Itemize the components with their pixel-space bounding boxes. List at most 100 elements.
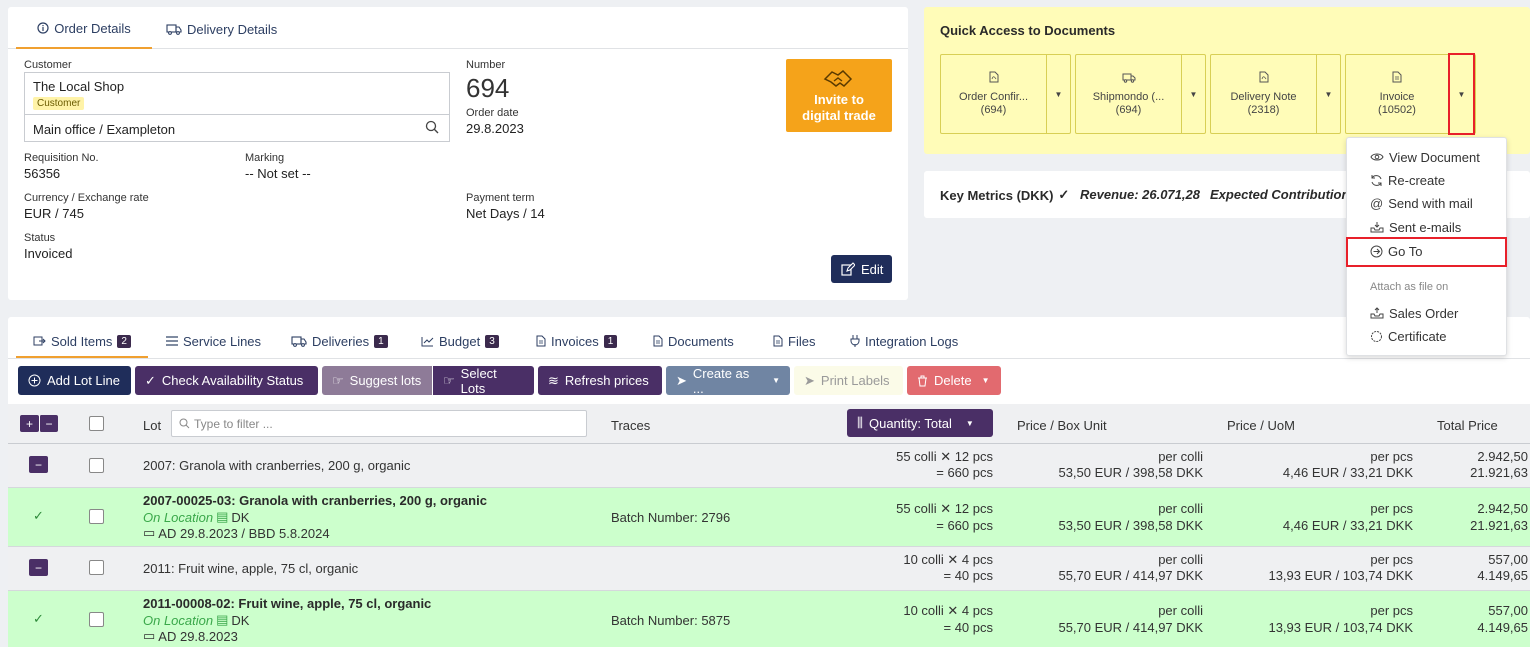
tab-delivery-details[interactable]: Delivery Details	[158, 9, 285, 49]
menu-label: Sales Order	[1389, 305, 1459, 321]
lot-dates: ▭ AD 29.8.2023	[143, 628, 238, 644]
tab-deliveries[interactable]: Deliveries 1	[291, 329, 388, 353]
doc-delivery-note[interactable]: Delivery Note (2318) ▼	[1210, 54, 1341, 134]
tab-label: Files	[788, 333, 816, 349]
lot-name: 2011-00008-02: Fruit wine, apple, 75 cl,…	[143, 596, 432, 611]
quantity-total-dropdown[interactable]: ⫼ Quantity: Total ▼	[847, 409, 993, 437]
select-all-checkbox[interactable]	[89, 416, 104, 431]
price-box-value: 55,70 EUR / 414,97 DKK	[1058, 568, 1203, 583]
price-uom-value: 13,93 EUR / 103,74 DKK	[1268, 620, 1413, 635]
doc-invoice[interactable]: Invoice (10502) ▼	[1345, 53, 1476, 135]
menu-certificate[interactable]: Certificate	[1370, 325, 1447, 347]
doc-name: Order Confir...	[958, 91, 1029, 103]
edit-button[interactable]: Edit	[831, 255, 892, 283]
check-icon: ✓	[1058, 187, 1070, 202]
doc-dropdown-toggle[interactable]: ▼	[1316, 55, 1340, 133]
tab-integration-logs[interactable]: Integration Logs	[850, 329, 958, 353]
tab-sold-items[interactable]: Sold Items 2	[33, 329, 131, 353]
collapse-row-button[interactable]: −	[29, 456, 48, 473]
price-uom-unit: per pcs	[1370, 501, 1413, 516]
money-icon: ≋	[548, 372, 559, 388]
tab-documents[interactable]: Documents	[653, 329, 734, 353]
metric-revenue: Revenue: 26.071,28	[1080, 187, 1200, 202]
trace-value: Batch Number: 5875	[611, 613, 731, 628]
check-availability-button[interactable]: ✓ Check Availability Status	[135, 366, 318, 395]
status-value: Invoiced	[24, 246, 73, 261]
location-status: On Location	[143, 509, 214, 525]
lot-name: 2007-00025-03: Granola with cranberries,…	[143, 493, 487, 508]
customer-field[interactable]: The Local Shop Customer	[24, 72, 450, 115]
doc-number: (694)	[1115, 103, 1142, 116]
menu-go-to[interactable]: Go To	[1370, 240, 1422, 262]
collapse-all-button[interactable]: −	[39, 415, 58, 432]
quantity-line1: 55 colli ✕ 12 pcs	[896, 501, 993, 516]
tab-service-lines[interactable]: Service Lines	[166, 329, 261, 353]
lot-filter-placeholder: Type to filter ...	[194, 417, 273, 431]
create-as-button[interactable]: ➤ Create as ... ▼	[666, 366, 790, 396]
check-icon: ✓	[33, 611, 44, 626]
select-lots-button[interactable]: ☞ Select Lots	[433, 366, 534, 396]
status-label: Status	[24, 232, 56, 244]
search-icon[interactable]	[425, 120, 439, 134]
expand-all-button[interactable]: +	[20, 415, 39, 432]
table-row: − 2011: Fruit wine, apple, 75 cl, organi…	[8, 547, 1530, 591]
suggest-lots-button[interactable]: ☞ Suggest lots	[322, 366, 432, 395]
tab-label: Sold Items	[51, 333, 113, 349]
marking-label: Marking	[245, 152, 285, 164]
table-row: ✓ 2007-00025-03: Granola with cranberrie…	[8, 488, 1530, 547]
delete-button[interactable]: Delete ▼	[907, 366, 1001, 395]
print-labels-label: Print Labels	[820, 373, 890, 388]
plus-circle-icon	[28, 374, 41, 387]
order-date-label: Order date	[466, 107, 519, 119]
invite-digital-trade-button[interactable]: Invite to digital trade	[786, 59, 892, 132]
calendar-icon: ▭	[143, 525, 156, 540]
menu-label: Certificate	[1388, 328, 1447, 344]
doc-shipmondo[interactable]: Shipmondo (... (694) ▼	[1075, 54, 1206, 134]
tab-invoices[interactable]: Invoices 1	[536, 329, 618, 353]
row-checkbox[interactable]	[89, 560, 104, 575]
row-checkbox[interactable]	[89, 612, 104, 627]
collapse-row-button[interactable]: −	[29, 559, 48, 576]
lot-filter-input[interactable]: Type to filter ...	[171, 410, 587, 437]
tab-files[interactable]: Files	[773, 329, 815, 353]
add-lot-line-button[interactable]: Add Lot Line	[18, 366, 131, 395]
edit-label: Edit	[861, 261, 884, 277]
doc-name: Delivery Note	[1230, 91, 1297, 103]
doc-name: Shipmondo (...	[1092, 90, 1165, 103]
print-labels-button[interactable]: ➤ Print Labels	[794, 366, 903, 395]
row-checkbox[interactable]	[89, 458, 104, 473]
doc-dropdown-toggle[interactable]: ▼	[1181, 55, 1205, 133]
tab-label: Deliveries	[312, 333, 370, 349]
address-field[interactable]: Main office / Exampleton	[24, 114, 450, 142]
traces-header: Traces	[611, 418, 651, 433]
caret-down-icon: ▼	[1054, 89, 1063, 99]
tab-order-details[interactable]: Order Details	[16, 9, 152, 49]
caret-down-icon: ▼	[1189, 89, 1198, 99]
menu-sent-emails[interactable]: Sent e-mails	[1370, 216, 1461, 238]
invoice-dropdown-toggle[interactable]: ▼	[1448, 53, 1475, 135]
doc-order-confirmation[interactable]: Order Confir... (694) ▼	[940, 54, 1071, 134]
tab-label: Documents	[668, 333, 734, 349]
doc-dropdown-toggle[interactable]: ▼	[1046, 55, 1070, 133]
menu-sales-order[interactable]: Sales Order	[1370, 302, 1458, 324]
customer-label: Customer	[24, 59, 72, 71]
menu-view-document[interactable]: View Document	[1370, 146, 1480, 168]
total-line1: 557,00	[1488, 603, 1528, 618]
tab-count: 1	[374, 334, 388, 348]
trash-icon	[917, 375, 928, 387]
warehouse-icon: ▤	[216, 612, 229, 627]
customer-badge: Customer	[33, 97, 85, 110]
certificate-icon	[1370, 330, 1383, 343]
row-checkbox[interactable]	[89, 509, 104, 524]
paper-plane-icon: ➤	[804, 372, 815, 388]
metric-expected: Expected Contribution	[1210, 187, 1350, 202]
menu-re-create[interactable]: Re-create	[1370, 169, 1445, 191]
refresh-prices-label: Refresh prices	[564, 373, 649, 388]
file-icon	[773, 335, 783, 347]
menu-send-with-mail[interactable]: @ Send with mail	[1370, 192, 1473, 214]
tab-budget[interactable]: Budget 3	[421, 329, 499, 353]
refresh-prices-button[interactable]: ≋ Refresh prices	[538, 366, 662, 395]
total-price-header: Total Price	[1437, 418, 1498, 433]
quantity-line2: = 660 pcs	[936, 465, 993, 480]
price-uom-unit: per pcs	[1370, 603, 1413, 618]
